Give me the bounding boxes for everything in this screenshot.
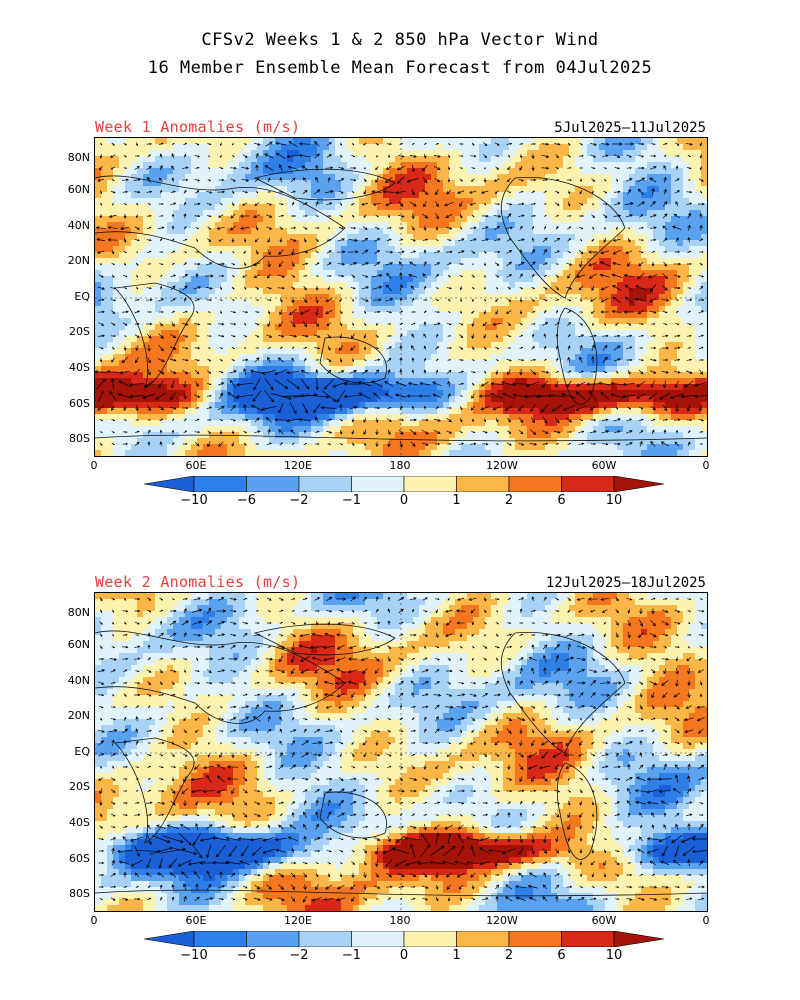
lon-tick-label: 180 (389, 459, 411, 472)
panel-date-range: 5Jul2025–11Jul2025 (554, 120, 706, 136)
colorbar-min-arrow (144, 931, 195, 947)
lon-tick-label: 120W (486, 459, 518, 472)
colorbar-label: −10 (180, 948, 208, 963)
lat-tick-label: 40N (67, 674, 90, 687)
lat-tick-label: 20N (67, 254, 90, 267)
anomaly-shading (95, 593, 707, 911)
lat-tick-label: 80S (69, 432, 90, 445)
colorbar-label: 6 (557, 948, 566, 963)
colorbar-segment (508, 931, 562, 947)
wind-anomaly-field (95, 138, 707, 456)
lon-tick-label: 0 (702, 459, 710, 472)
gridlines (95, 593, 707, 911)
panel-label: Week 2 Anomalies (m/s) (95, 573, 301, 591)
panel-label: Week 1 Anomalies (m/s) (95, 118, 301, 136)
lat-tick-label: 40S (69, 361, 90, 374)
colorbar-label: 1 (452, 493, 461, 508)
lat-tick-label: 20S (69, 780, 90, 793)
lon-tick-label: 60E (185, 459, 207, 472)
lat-tick-label: 80N (67, 151, 90, 164)
colorbar-label: −1 (341, 948, 362, 963)
anomaly-map (94, 592, 708, 912)
lat-tick-label: 20N (67, 709, 90, 722)
colorbar-label: −2 (289, 948, 309, 963)
colorbar-label: −2 (289, 493, 309, 508)
chart-subtitle: 16 Member Ensemble Mean Forecast from 04… (147, 58, 653, 78)
colorbar-max-arrow (613, 476, 664, 492)
coastlines (95, 168, 707, 442)
anomaly-shading (95, 138, 707, 456)
colorbar-segment (298, 931, 352, 947)
wind-vectors (95, 141, 707, 448)
lon-tick-label: 180 (389, 914, 411, 927)
colorbar-segment (456, 931, 510, 947)
lat-tick-label: 60S (69, 852, 90, 865)
lat-tick-label: 80N (67, 606, 90, 619)
lon-tick-label: 120W (486, 914, 518, 927)
coastlines (95, 623, 707, 897)
lon-tick-label: 0 (702, 914, 710, 927)
colorbar-label: 1 (452, 948, 461, 963)
colorbar-segment (403, 931, 457, 947)
colorbar-segment (351, 931, 405, 947)
colorbar-label: 2 (504, 948, 514, 963)
colorbar-label: −10 (180, 493, 208, 508)
colorbar-label: −1 (341, 493, 362, 508)
lon-tick-label: 60E (185, 914, 207, 927)
lat-tick-label: EQ (74, 745, 90, 758)
colorbar-label: −6 (236, 948, 257, 963)
colorbar-max-arrow (613, 931, 664, 947)
colorbar-segment (561, 931, 615, 947)
lon-tick-label: 60W (591, 914, 617, 927)
colorbar-label: −6 (236, 493, 257, 508)
week2-panel: Week 2 Anomalies (m/s) 12Jul2025–18Jul20… (0, 455, 800, 963)
lon-tick-label: 120E (284, 914, 312, 927)
colorbar-label: 10 (605, 948, 623, 963)
colorbar-segment (246, 931, 300, 947)
lat-tick-label: 60S (69, 397, 90, 410)
lon-tick-label: 0 (90, 914, 98, 927)
wind-vectors (97, 596, 707, 903)
panel-date-range: 12Jul2025–18Jul2025 (545, 575, 706, 591)
lat-tick-label: 60N (67, 638, 90, 651)
lat-tick-label: 40S (69, 816, 90, 829)
colorbar-label: 2 (504, 493, 514, 508)
week1-panel: Week 1 Anomalies (m/s) 5Jul2025–11Jul202… (0, 0, 800, 508)
lat-tick-label: EQ (74, 290, 90, 303)
lat-tick-label: 20S (69, 325, 90, 338)
chart-title: CFSv2 Weeks 1 & 2 850 hPa Vector Wind (201, 30, 599, 50)
colorbar-segment (193, 931, 247, 947)
colorbar (144, 931, 664, 947)
wind-anomaly-field (95, 593, 707, 911)
colorbar-label: 10 (605, 493, 623, 508)
lon-tick-label: 0 (90, 459, 98, 472)
lat-tick-label: 80S (69, 887, 90, 900)
lat-tick-label: 40N (67, 219, 90, 232)
lon-tick-label: 60W (591, 459, 617, 472)
anomaly-map (94, 137, 708, 457)
colorbar-label: 0 (399, 493, 409, 508)
lon-tick-label: 120E (284, 459, 312, 472)
colorbar-label: 6 (557, 493, 566, 508)
colorbar (144, 476, 664, 492)
colorbar-label: 0 (399, 948, 409, 963)
lat-tick-label: 60N (67, 183, 90, 196)
